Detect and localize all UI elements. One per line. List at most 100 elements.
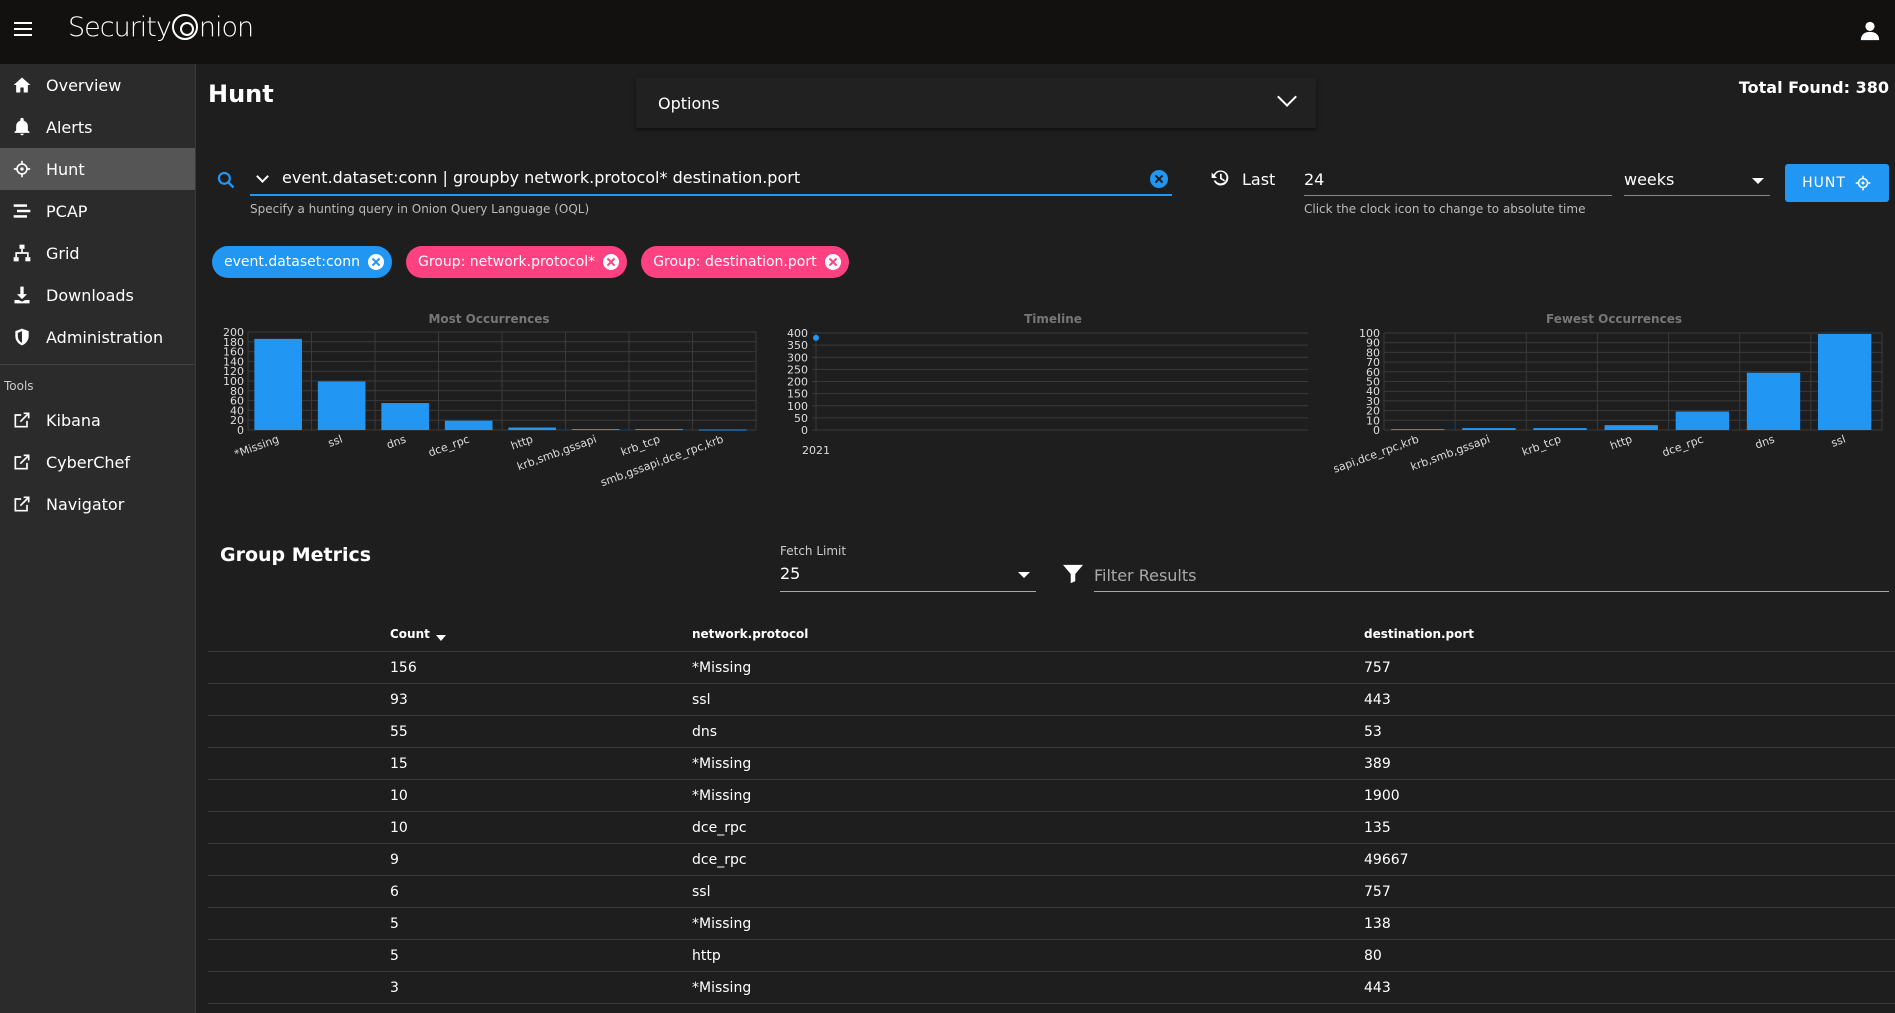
sidebar-item-hunt[interactable]: Hunt xyxy=(0,148,195,190)
y-tick-label: 20 xyxy=(1366,405,1380,418)
y-tick-label: 100 xyxy=(1359,328,1380,340)
chip-group[interactable]: Group: destination.port xyxy=(641,246,849,278)
external-link-icon xyxy=(14,496,30,512)
cell-protocol: http xyxy=(692,947,721,964)
y-tick-label: 350 xyxy=(787,339,808,352)
user-icon[interactable] xyxy=(1859,20,1881,42)
y-tick-label: 50 xyxy=(1366,376,1380,389)
chip-label: Group: network.protocol* xyxy=(417,254,596,270)
table-row[interactable]: 55 dns 53 xyxy=(208,716,1895,748)
chart-timeline: Timeline 0 50 100 150 200 250 300 350 400 2021 xyxy=(776,312,1330,502)
app-bar: Security nion xyxy=(0,0,1895,64)
sidebar-item-downloads[interactable]: Downloads xyxy=(0,274,195,316)
chevron-down-icon[interactable] xyxy=(256,170,269,183)
table-row[interactable]: 6 ssl 757 xyxy=(208,876,1895,908)
x-tick-label: dns xyxy=(385,433,408,452)
sidebar-item-grid[interactable]: Grid xyxy=(0,232,195,274)
cell-protocol: ssl xyxy=(692,691,711,708)
table-row[interactable]: 3 *Missing 443 xyxy=(208,972,1895,1004)
bar xyxy=(635,429,683,431)
y-tick-label: 40 xyxy=(230,404,244,417)
table-row[interactable]: 5 *Missing 138 xyxy=(208,908,1895,940)
y-tick-label: 120 xyxy=(223,365,244,378)
chip-close-icon[interactable] xyxy=(367,254,384,270)
sidebar-item-cyberchef[interactable]: CyberChef xyxy=(0,441,195,483)
y-tick-label: 300 xyxy=(787,351,808,364)
sidebar: Overview Alerts Hunt PCAP Grid Downloads… xyxy=(0,64,196,1013)
cell-count: 93 xyxy=(390,691,408,708)
y-tick-label: 0 xyxy=(1373,424,1380,437)
clear-icon[interactable] xyxy=(1150,170,1168,188)
column-header-protocol[interactable]: network.protocol xyxy=(692,626,809,641)
column-header-port[interactable]: destination.port xyxy=(1364,626,1475,641)
sidebar-item-overview[interactable]: Overview xyxy=(0,64,195,106)
menu-icon[interactable] xyxy=(14,22,32,38)
search-icon[interactable] xyxy=(216,170,236,190)
sidebar-item-label: PCAP xyxy=(46,201,88,221)
group-metrics-title: Group Metrics xyxy=(220,544,372,566)
security-onion-logo: Security nion xyxy=(68,12,254,43)
sidebar-item-pcap[interactable]: PCAP xyxy=(0,190,195,232)
query-input[interactable]: event.dataset:conn | groupby network.pro… xyxy=(250,164,1172,196)
bar xyxy=(254,338,302,430)
unit-select[interactable]: weeks xyxy=(1624,164,1770,196)
bar xyxy=(317,381,366,430)
sidebar-item-label: Administration xyxy=(46,327,164,347)
sidebar-item-kibana[interactable]: Kibana xyxy=(0,399,195,441)
cell-count: 9 xyxy=(390,851,399,868)
table-row[interactable]: 9 dce_rpc 49667 xyxy=(208,844,1895,876)
table-row[interactable]: 10 *Missing 1900 xyxy=(208,780,1895,812)
x-tick-label: smb,gssapi,dce_rpc,krb xyxy=(1334,433,1421,490)
table-row[interactable]: 15 *Missing 389 xyxy=(208,748,1895,780)
cell-port: 80 xyxy=(1364,947,1382,964)
history-icon[interactable] xyxy=(1210,168,1230,188)
cell-count: 55 xyxy=(390,723,408,740)
cell-port: 443 xyxy=(1364,979,1391,996)
bar xyxy=(444,420,493,430)
column-header-count[interactable]: Count xyxy=(390,627,692,641)
table-row[interactable]: 10 dce_rpc 135 xyxy=(208,812,1895,844)
x-tick-label: ssl xyxy=(326,433,344,450)
fetch-limit-select[interactable]: 25 xyxy=(780,562,1036,592)
hunt-button-label: HUNT xyxy=(1802,175,1846,191)
chip-query[interactable]: event.dataset:conn xyxy=(212,246,392,278)
y-tick-label: 70 xyxy=(1366,356,1380,369)
chip-close-icon[interactable] xyxy=(824,254,841,270)
sidebar-item-label: Grid xyxy=(46,243,80,263)
y-tick-label: 400 xyxy=(787,328,808,340)
cell-port: 135 xyxy=(1364,819,1391,836)
table-row[interactable]: 5 http 80 xyxy=(208,940,1895,972)
y-tick-label: 80 xyxy=(1366,346,1380,359)
query-hint: Specify a hunting query in Onion Query L… xyxy=(250,202,590,216)
query-text[interactable]: event.dataset:conn | groupby network.pro… xyxy=(282,168,801,187)
y-tick-label: 0 xyxy=(801,424,808,437)
bar xyxy=(1533,428,1587,430)
bar xyxy=(571,429,620,431)
filter-results-input[interactable]: Filter Results xyxy=(1094,558,1889,592)
y-tick-label: 30 xyxy=(1366,395,1380,408)
options-label: Options xyxy=(658,93,720,113)
cell-count: 3 xyxy=(390,979,399,996)
sidebar-item-label: Hunt xyxy=(46,159,85,179)
sidebar-item-navigator[interactable]: Navigator xyxy=(0,483,195,525)
bar xyxy=(1462,428,1516,430)
table-row[interactable]: 156 *Missing 757 xyxy=(208,652,1895,684)
chart-title: Most Occurrences xyxy=(428,312,550,326)
range-input[interactable]: 24 xyxy=(1304,164,1612,196)
x-tick-label: dce_rpc xyxy=(1660,433,1705,460)
chip-close-icon[interactable] xyxy=(603,254,620,270)
filter-chips: event.dataset:conn Group: network.protoc… xyxy=(212,246,863,278)
page-title: Hunt xyxy=(208,80,274,108)
sidebar-item-administration[interactable]: Administration xyxy=(0,316,195,358)
x-tick-label: smb,gssapi,dce_rpc,krb xyxy=(599,433,725,490)
cell-count: 6 xyxy=(390,883,399,900)
hunt-button[interactable]: HUNT xyxy=(1785,164,1889,202)
y-tick-label: 0 xyxy=(237,424,244,437)
sidebar-item-alerts[interactable]: Alerts xyxy=(0,106,195,148)
y-tick-label: 40 xyxy=(1366,385,1380,398)
chip-group[interactable]: Group: network.protocol* xyxy=(405,246,628,278)
crosshairs-icon xyxy=(13,160,31,178)
table-row[interactable]: 93 ssl 443 xyxy=(208,684,1895,716)
options-panel[interactable]: Options xyxy=(636,78,1316,128)
